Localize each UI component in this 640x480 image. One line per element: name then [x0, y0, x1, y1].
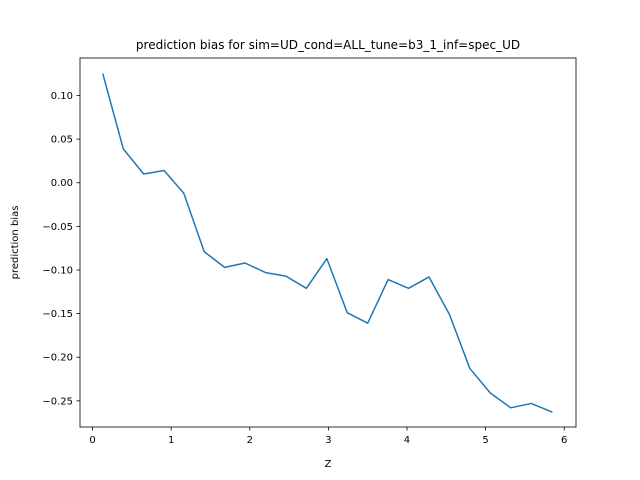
x-tick-label: 0	[89, 435, 95, 446]
x-tick-label: 2	[247, 435, 253, 446]
y-tick-label: −0.10	[42, 265, 73, 276]
y-tick-label: −0.15	[42, 309, 73, 320]
x-tick-label: 5	[482, 435, 488, 446]
y-tick-label: 0.05	[51, 135, 73, 146]
y-tick-label: −0.05	[42, 222, 73, 233]
series-line	[102, 73, 553, 413]
y-tick-label: −0.20	[42, 353, 73, 364]
y-tick-label: 0.00	[51, 178, 73, 189]
axis-layer: 0 1 2 3 4 5 6 0.10 0.05 0.00 −0.05 −0.10 −0.15 −0.20 −…	[42, 91, 567, 446]
y-tick-label: 0.10	[51, 91, 73, 102]
x-tick-label: 1	[168, 435, 174, 446]
chart-title: prediction bias for sim=UD_cond=ALL_tune…	[136, 38, 520, 52]
plot-frame	[79, 57, 577, 428]
series-layer	[102, 73, 553, 413]
y-axis-label: prediction bias	[10, 206, 21, 280]
y-tick-label: −0.25	[42, 396, 73, 407]
x-tick-label: 3	[325, 435, 331, 446]
x-tick-label: 4	[404, 435, 410, 446]
x-axis-label: Z	[325, 459, 332, 470]
x-tick-label: 6	[561, 435, 567, 446]
plot-area	[80, 58, 576, 427]
